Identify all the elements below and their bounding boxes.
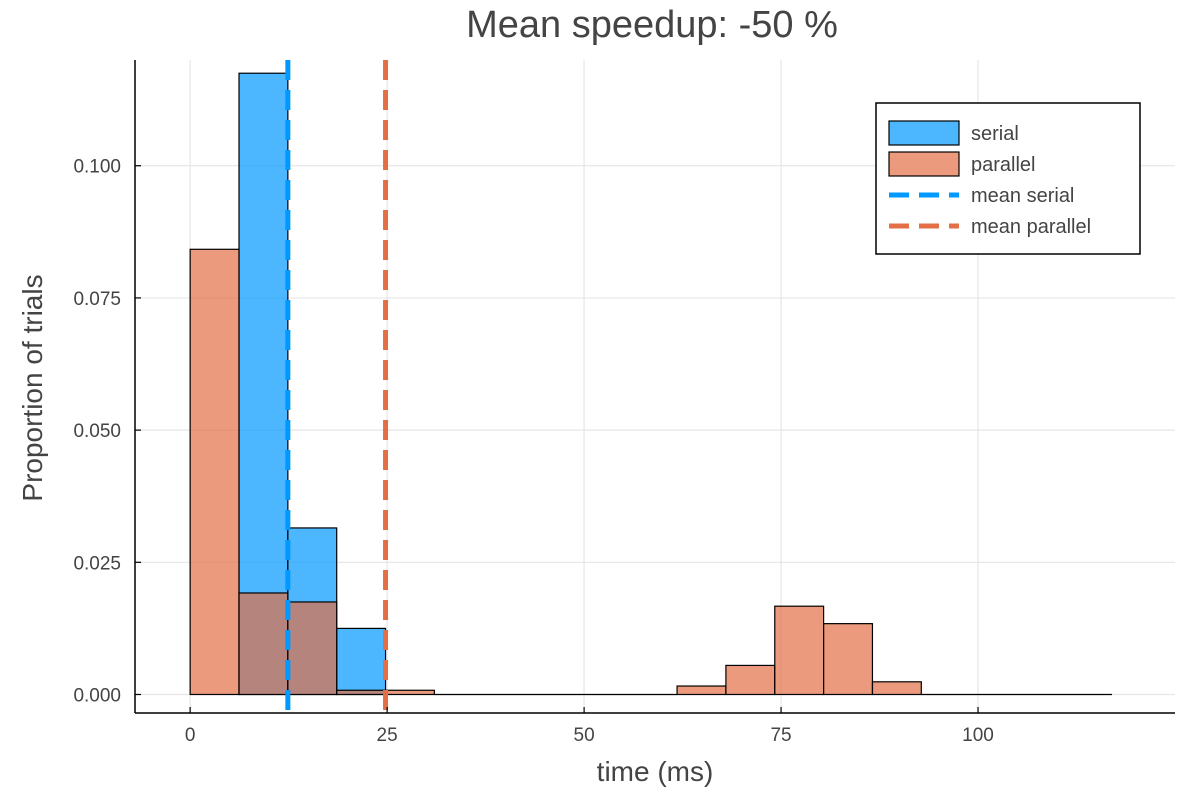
x-tick-label: 25 — [377, 725, 398, 746]
legend: serial parallel mean serial mean parallel — [875, 102, 1141, 255]
parallel-bar — [871, 681, 922, 696]
y-tick-label: 0.000 — [73, 685, 121, 706]
x-tick-label: 75 — [770, 725, 791, 746]
parallel-bar — [189, 248, 240, 696]
parallel-bar — [336, 689, 387, 696]
y-axis-title: Proportion of trials — [17, 274, 48, 501]
y-tick-label: 0.075 — [73, 289, 121, 310]
y-tick-label: 0.050 — [73, 421, 121, 442]
legend-label-mean-parallel: mean parallel — [971, 216, 1091, 238]
legend-swatch-serial — [888, 120, 960, 146]
x-tick-label: 50 — [574, 725, 595, 746]
chart-title: Mean speedup: -50 % — [466, 4, 838, 46]
legend-label-parallel: parallel — [971, 154, 1035, 176]
parallel-bar — [384, 689, 435, 696]
axes — [134, 60, 1175, 714]
parallel-bar — [287, 601, 338, 696]
bars — [189, 72, 1112, 696]
tick-labels: 0 25 50 75 100 0.000 0.025 0.050 0.075 0.100 — [73, 157, 993, 746]
parallel-bar — [676, 685, 727, 696]
parallel-bar — [725, 664, 776, 696]
parallel-bar — [823, 623, 874, 696]
y-tick-label: 0.100 — [73, 157, 121, 178]
serial-bar — [238, 72, 289, 696]
legend-label-mean-serial: mean serial — [971, 185, 1074, 207]
x-axis-title: time (ms) — [597, 756, 714, 787]
legend-label-serial: serial — [971, 123, 1019, 145]
parallel-bar — [238, 592, 289, 696]
serial-bar — [336, 627, 387, 696]
x-tick-label: 100 — [962, 725, 994, 746]
mean-lines — [285, 60, 389, 713]
parallel-bar — [774, 605, 825, 696]
y-tick-label: 0.025 — [73, 553, 121, 574]
x-tick-label: 0 — [185, 725, 196, 746]
legend-swatch-parallel — [888, 151, 960, 177]
